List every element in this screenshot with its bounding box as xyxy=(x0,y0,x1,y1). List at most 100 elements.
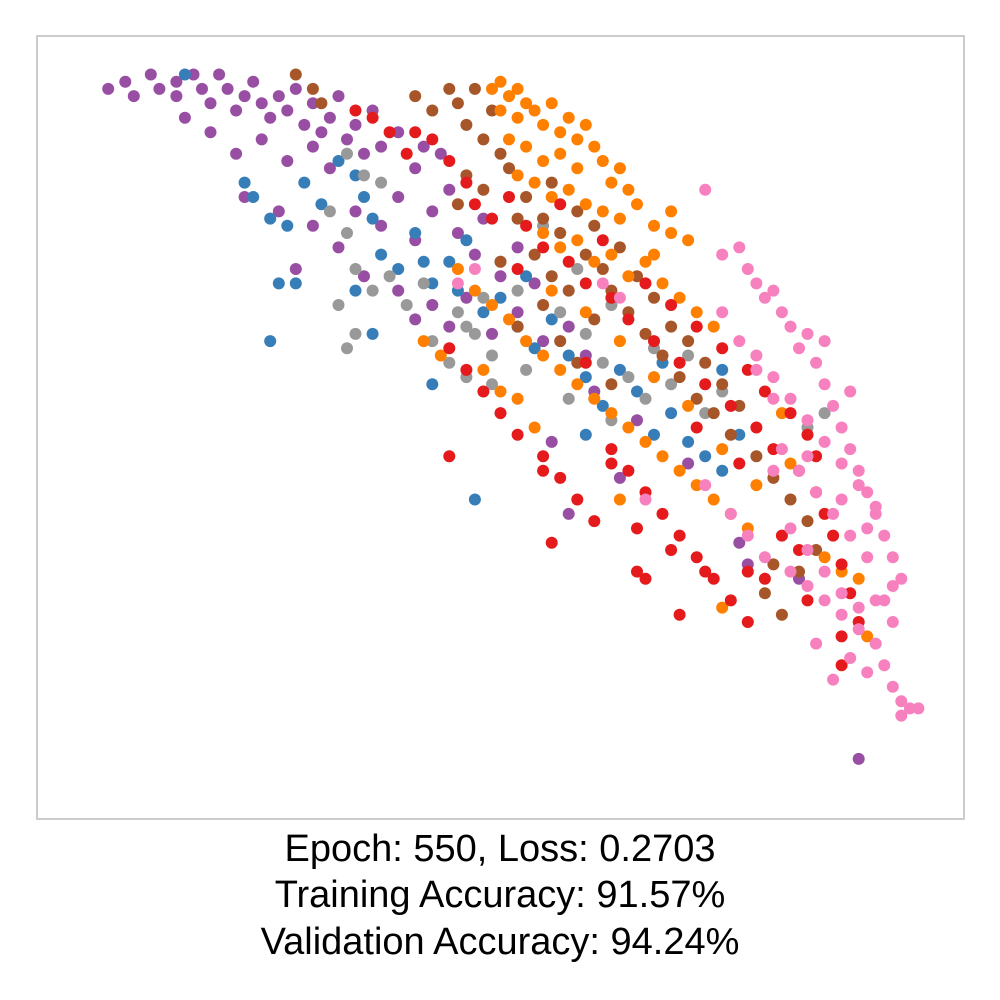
scatter-point xyxy=(835,421,848,434)
scatter-point xyxy=(784,493,797,506)
scatter-point xyxy=(827,673,840,686)
scatter-point xyxy=(835,558,848,571)
scatter-point xyxy=(153,82,166,95)
scatter-point xyxy=(477,291,490,304)
scatter-point xyxy=(767,392,780,405)
scatter-point xyxy=(810,450,823,463)
scatter-point xyxy=(775,306,788,319)
scatter-point xyxy=(869,594,882,607)
scatter-point xyxy=(486,378,498,391)
scatter-point xyxy=(758,291,771,304)
scatter-point xyxy=(204,126,217,139)
scatter-point xyxy=(571,378,584,391)
scatter-point xyxy=(503,90,515,103)
scatter-point xyxy=(255,133,268,146)
scatter-point xyxy=(289,68,302,81)
scatter-point xyxy=(596,399,609,412)
scatter-point xyxy=(665,407,678,420)
scatter-point xyxy=(392,126,405,139)
scatter-point xyxy=(460,118,473,131)
scatter-point xyxy=(545,284,558,297)
scatter-point xyxy=(341,227,353,239)
scatter-point xyxy=(511,428,524,441)
scatter-point xyxy=(775,407,788,420)
scatter-point xyxy=(528,277,541,290)
scatter-point xyxy=(562,392,575,405)
scatter-point xyxy=(417,335,430,348)
scatter-point xyxy=(358,169,370,182)
scatter-point xyxy=(579,327,592,340)
scatter-point xyxy=(554,241,567,254)
scatter-point xyxy=(562,111,575,124)
scatter-point xyxy=(690,551,703,564)
scatter-point xyxy=(656,277,669,290)
scatter-point xyxy=(272,205,285,218)
scatter-point xyxy=(323,111,336,124)
scatter-point xyxy=(810,486,823,499)
scatter-point xyxy=(451,277,464,290)
scatter-point xyxy=(690,479,703,492)
scatter-point xyxy=(648,291,660,304)
scatter-point xyxy=(562,320,575,333)
scatter-point xyxy=(255,97,268,110)
scatter-point xyxy=(409,90,422,103)
scatter-point xyxy=(477,212,490,225)
scatter-point xyxy=(886,580,899,592)
scatter-point xyxy=(810,356,823,369)
scatter-point xyxy=(545,536,558,549)
scatter-point xyxy=(571,133,584,146)
scatter-point xyxy=(579,306,592,319)
scatter-point xyxy=(358,191,370,203)
scatter-point xyxy=(716,342,729,355)
scatter-point xyxy=(810,544,823,556)
scatter-point xyxy=(528,342,541,355)
scatter-point xyxy=(665,320,678,333)
scatter-point xyxy=(554,227,567,239)
scatter-point xyxy=(852,464,865,477)
scatter-point xyxy=(494,407,507,420)
scatter-point xyxy=(861,486,874,499)
scatter-point xyxy=(426,205,439,218)
scatter-point xyxy=(861,551,874,564)
scatter-point xyxy=(494,291,507,304)
scatter-point xyxy=(707,493,720,506)
scatter-point xyxy=(494,385,507,398)
scatter-point xyxy=(673,608,686,621)
scatter-point xyxy=(588,515,601,528)
scatter-point xyxy=(784,320,797,333)
scatter-point xyxy=(784,392,797,405)
scatter-point xyxy=(613,363,626,376)
scatter-point xyxy=(366,111,379,124)
scatter-point xyxy=(349,169,362,182)
scatter-point xyxy=(451,263,464,275)
scatter-point xyxy=(886,680,899,693)
scatter-point xyxy=(349,263,362,275)
scatter-point xyxy=(537,227,550,239)
scatter-point xyxy=(298,118,311,131)
scatter-point xyxy=(613,291,626,304)
scatter-point xyxy=(366,327,379,340)
scatter-point xyxy=(571,263,584,275)
scatter-point xyxy=(579,371,592,384)
scatter-point xyxy=(579,118,592,131)
scatter-point xyxy=(187,68,200,81)
scatter-point xyxy=(690,421,703,434)
scatter-point xyxy=(656,450,669,463)
scatter-point xyxy=(844,587,857,600)
scatter-point xyxy=(554,335,567,348)
scatter-point xyxy=(639,435,652,448)
scatter-point xyxy=(545,435,558,448)
scatter-point xyxy=(477,133,490,146)
scatter-point xyxy=(622,371,635,384)
scatter-point xyxy=(383,270,396,283)
scatter-point xyxy=(801,450,814,463)
scatter-point xyxy=(562,349,575,362)
scatter-point xyxy=(861,666,874,679)
scatter-point xyxy=(682,435,695,448)
scatter-point xyxy=(272,90,285,103)
scatter-point xyxy=(622,270,635,283)
scatter-point xyxy=(596,277,609,290)
scatter-point xyxy=(631,198,643,211)
scatter-point xyxy=(230,147,243,160)
scatter-point xyxy=(537,349,550,362)
